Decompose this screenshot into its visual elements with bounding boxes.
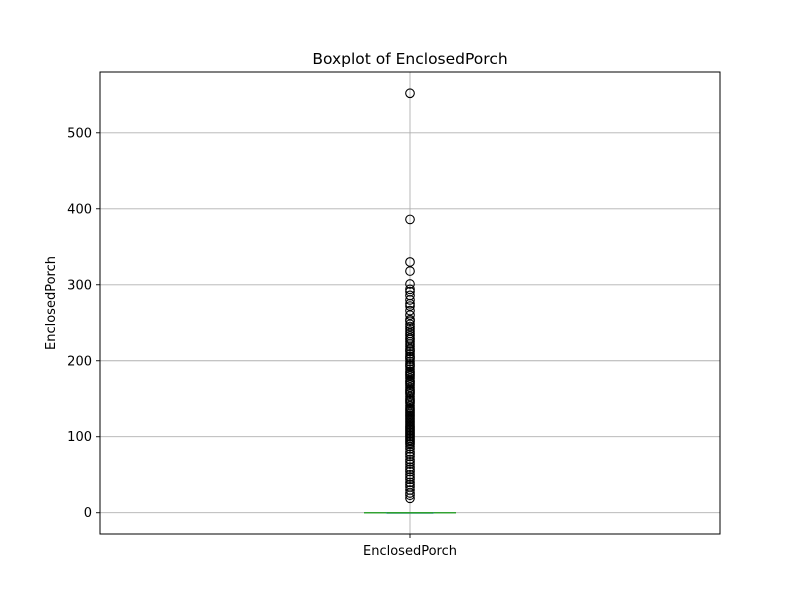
- outlier-point: [405, 295, 415, 305]
- outlier-points: [405, 88, 415, 504]
- outlier-point: [405, 214, 415, 225]
- outlier-point: [405, 462, 415, 472]
- outlier-point: [405, 441, 415, 452]
- outlier-point: [405, 464, 415, 475]
- outlier-point: [405, 488, 415, 498]
- outlier-point: [405, 493, 415, 504]
- outlier-point: [405, 474, 415, 485]
- outlier-point: [405, 477, 415, 488]
- outlier-point: [405, 339, 415, 349]
- outlier-point: [405, 354, 415, 365]
- outlier-point: [405, 316, 415, 327]
- outlier-point: [405, 459, 415, 469]
- outlier-point: [405, 439, 415, 450]
- outlier-point: [405, 284, 415, 295]
- outlier-point: [405, 447, 415, 457]
- x-tick-label: EnclosedPorch: [363, 544, 457, 559]
- y-tick-label: 100: [67, 430, 92, 445]
- y-tick-label: 200: [67, 354, 92, 369]
- outlier-point: [405, 454, 415, 465]
- y-tick-label: 300: [67, 278, 92, 293]
- y-axis-ticks: 0 100 200 300 400 500: [67, 126, 100, 521]
- outlier-point: [405, 88, 415, 99]
- outlier-point: [405, 266, 415, 276]
- outlier-point: [405, 472, 415, 482]
- y-tick-label: 0: [84, 506, 92, 521]
- outlier-point: [405, 451, 415, 462]
- chart-title: Boxplot of EnclosedPorch: [312, 50, 507, 68]
- x-axis-ticks: EnclosedPorch: [363, 534, 457, 559]
- outlier-point: [405, 444, 415, 454]
- outlier-point: [405, 466, 415, 477]
- outlier-point: [405, 490, 415, 501]
- box-plot: [364, 511, 456, 514]
- y-tick-label: 500: [67, 126, 92, 141]
- y-tick-label: 400: [67, 202, 92, 217]
- outlier-point: [405, 449, 415, 460]
- outlier-point: [405, 349, 415, 359]
- outlier-point: [405, 456, 415, 467]
- y-axis-title: EnclosedPorch: [44, 256, 59, 350]
- outlier-point: [405, 298, 415, 309]
- outlier-point: [405, 356, 415, 367]
- outlier-point: [405, 469, 415, 480]
- outlier-point: [405, 346, 415, 357]
- outlier-point: [405, 341, 415, 352]
- outlier-point: [405, 279, 415, 289]
